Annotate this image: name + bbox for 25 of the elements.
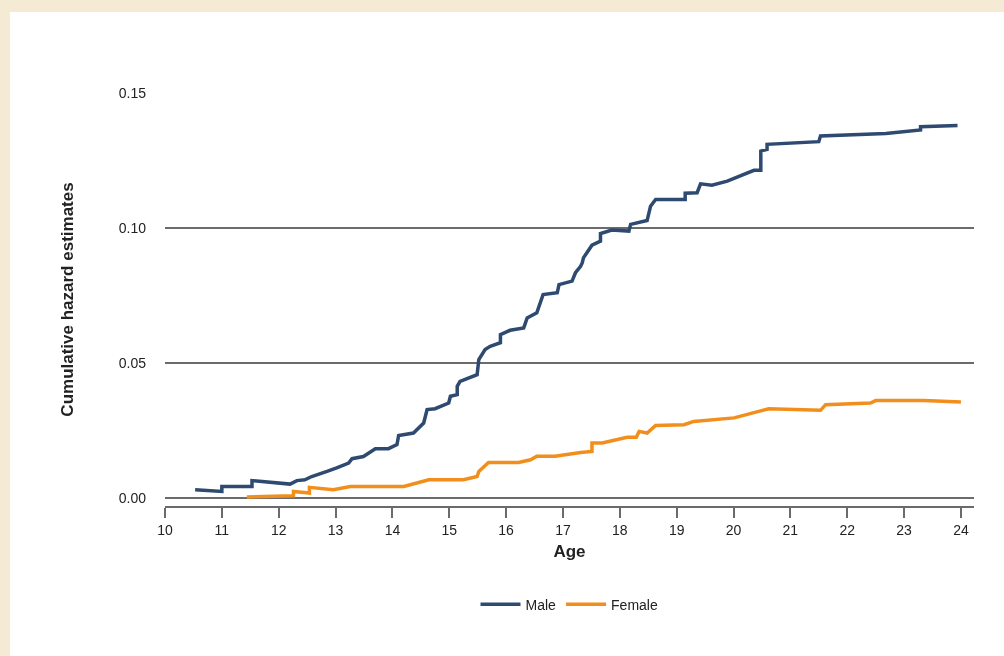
x-tick-label: 19: [668, 521, 685, 538]
x-tick-label: 18: [612, 521, 628, 538]
y-tick-label: 0.15: [118, 84, 147, 101]
x-tick-label: 10: [157, 521, 173, 538]
x-tick-label: 21: [782, 521, 799, 538]
legend-label: Female: [611, 596, 658, 613]
x-tick-label: 16: [498, 521, 515, 538]
y-tick-label: 0.10: [118, 220, 147, 237]
line-series: [245, 398, 963, 499]
x-tick-label: 17: [555, 521, 571, 538]
y-tick-label: 0.00: [118, 490, 147, 507]
x-tick-label: 14: [384, 521, 401, 538]
x-tick-label: 20: [725, 521, 742, 538]
y-tick-label: 0.05: [118, 355, 147, 372]
line-series: [193, 123, 960, 494]
x-tick-label: 15: [441, 521, 458, 538]
y-axis-title: Cumulative hazard estimates: [58, 182, 78, 417]
x-tick-label: 13: [327, 521, 344, 538]
x-axis-title: Age: [553, 541, 586, 561]
x-tick-label: 24: [953, 521, 969, 538]
legend-label: Male: [525, 596, 557, 613]
x-tick-label: 22: [839, 521, 856, 538]
x-tick-label: 12: [270, 521, 287, 538]
x-tick-label: 23: [896, 521, 913, 538]
x-tick-label: 11: [214, 521, 230, 538]
